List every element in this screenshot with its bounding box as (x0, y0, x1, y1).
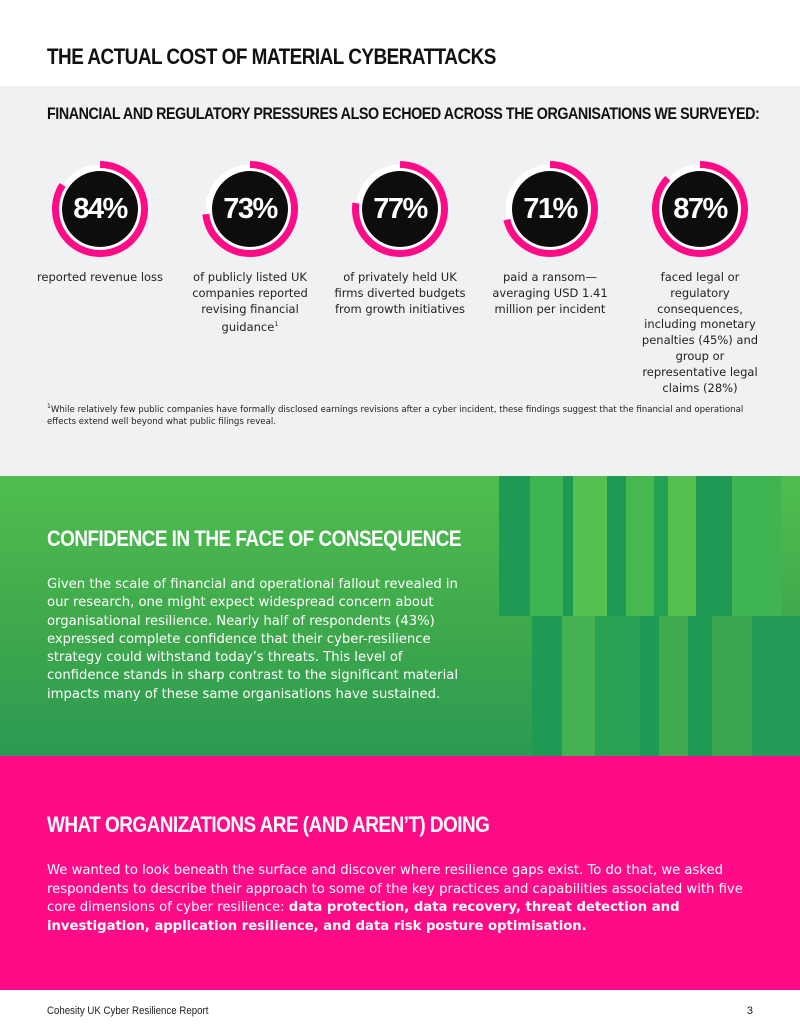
stat-value: 71% (523, 193, 578, 225)
stat-description: faced legal or regulatory consequences, … (641, 270, 759, 395)
stat-ring-graphic (352, 161, 448, 257)
stats-heading: FINANCIAL AND REGULATORY PRESSURES ALSO … (47, 104, 760, 123)
stat-value: 87% (673, 193, 728, 225)
confidence-heading: CONFIDENCE IN THE FACE OF CONSEQUENCE (47, 526, 462, 551)
decorative-stripes (499, 476, 800, 756)
stat-guidance-revision: 73% of publicly listed UK companies repo… (175, 161, 325, 336)
stat-description: reported revenue loss (36, 270, 164, 284)
stat-value: 77% (373, 193, 428, 225)
page-title: THE ACTUAL COST OF MATERIAL CYBERATTACKS (47, 44, 496, 69)
footer-report-name: Cohesity UK Cyber Resilience Report (47, 1005, 209, 1017)
stat-ring-graphic (502, 161, 598, 257)
stat-legal-consequences: 87% faced legal or regulatory consequenc… (625, 161, 775, 396)
stat-budget-diversion: 77% of privately held UK firms diverted … (325, 161, 475, 317)
stat-ring: 84% (52, 161, 148, 257)
stat-description: paid a ransom—averaging USD 1.41 million… (492, 270, 608, 316)
practices-heading: WHAT ORGANIZATIONS ARE (AND AREN’T) DOIN… (47, 812, 490, 837)
footer-page-number: 3 (746, 1005, 753, 1017)
stats-section: FINANCIAL AND REGULATORY PRESSURES ALSO … (0, 86, 800, 476)
stat-ring-graphic (52, 161, 148, 257)
stat-ring: 73% (202, 161, 298, 257)
practices-section: WHAT ORGANIZATIONS ARE (AND AREN’T) DOIN… (0, 756, 800, 990)
stat-value: 73% (223, 193, 278, 225)
practices-body-intro: We wanted to look beneath the surface an… (47, 863, 743, 916)
footnote: 1While relatively few public companies h… (47, 403, 744, 428)
stat-value: 84% (73, 193, 128, 225)
practices-body-emphasis: data protection, data recovery, threat d… (47, 900, 680, 934)
stat-description: of privately held UK firms diverted budg… (334, 270, 466, 316)
practices-body: We wanted to look beneath the surface an… (47, 862, 757, 936)
stat-ring-graphic (652, 161, 748, 257)
stat-ransom-paid: 71% paid a ransom—averaging USD 1.41 mil… (475, 161, 625, 317)
confidence-body: Given the scale of financial and operati… (47, 577, 458, 702)
stat-ring: 71% (502, 161, 598, 257)
footnote-marker: 1 (274, 320, 279, 329)
stat-revenue-loss: 84% reported revenue loss (25, 161, 175, 286)
footnote-marker: 1 (47, 403, 51, 410)
stat-ring: 77% (352, 161, 448, 257)
title-bar: THE ACTUAL COST OF MATERIAL CYBERATTACKS (0, 0, 800, 86)
stat-ring-graphic (202, 161, 298, 257)
stat-ring: 87% (652, 161, 748, 257)
confidence-section: CONFIDENCE IN THE FACE OF CONSEQUENCE Gi… (0, 476, 800, 756)
stat-description: of publicly listed UK companies reported… (192, 270, 308, 335)
